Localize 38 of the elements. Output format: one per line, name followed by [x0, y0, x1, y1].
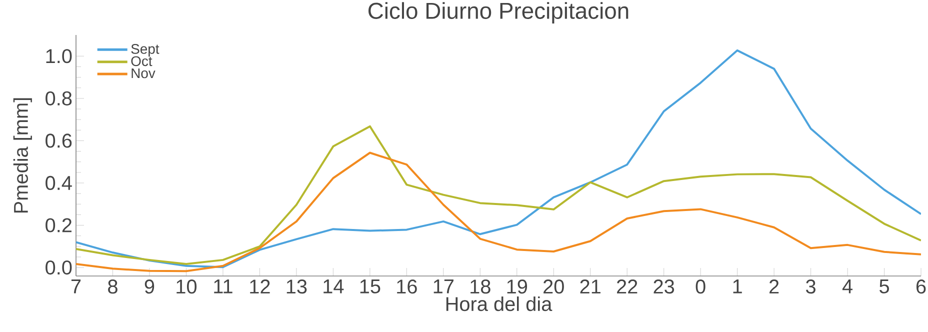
y-tick-label: 0.8: [46, 91, 72, 106]
x-tick-label: 8: [108, 280, 118, 294]
legend-label: Nov: [132, 68, 156, 78]
x-tick-label: 19: [507, 280, 528, 294]
y-axis-title: Pmedia [mm]: [13, 98, 32, 213]
x-tick-label: 12: [250, 280, 270, 294]
y-tick-label: 0.2: [46, 218, 72, 232]
x-tick-label: 10: [176, 280, 197, 294]
legend-label: Sept: [131, 44, 160, 57]
x-tick-label: 5: [880, 280, 889, 294]
x-tick-label: 6: [916, 280, 926, 294]
x-tick-label: 9: [144, 280, 154, 294]
x-tick-label: 21: [580, 280, 600, 294]
x-tick-label: 7: [71, 280, 81, 294]
y-tick-label: 1.0: [46, 49, 72, 64]
legend-label: Oct: [131, 56, 152, 66]
x-tick-label: 0: [696, 280, 706, 294]
x-tick-label: 22: [617, 280, 638, 294]
x-tick-label: 11: [214, 280, 232, 294]
chart-title: Ciclo Diurno Precipitacion: [368, 2, 628, 24]
x-tick-label: 14: [324, 280, 344, 294]
x-tick-label: 13: [286, 280, 307, 294]
x-tick-label: 2: [770, 280, 779, 294]
x-tick-label: 18: [470, 280, 490, 294]
x-axis-title: Hora del dia: [446, 296, 552, 312]
x-tick-label: 1: [733, 280, 742, 294]
x-tick-label: 20: [544, 280, 564, 294]
x-tick-label: 17: [434, 280, 454, 294]
line-series: [76, 125, 922, 265]
x-tick-label: 23: [654, 280, 674, 294]
y-tick-label: 0.4: [46, 176, 72, 190]
x-tick-label: 15: [360, 280, 380, 294]
x-tick-label: 4: [842, 280, 852, 294]
line-series: [76, 152, 922, 272]
y-tick-label: 0.6: [46, 134, 72, 148]
x-tick-label: 3: [806, 280, 816, 294]
y-tick-label: 0.0: [46, 260, 72, 275]
x-tick-label: 16: [397, 280, 417, 294]
